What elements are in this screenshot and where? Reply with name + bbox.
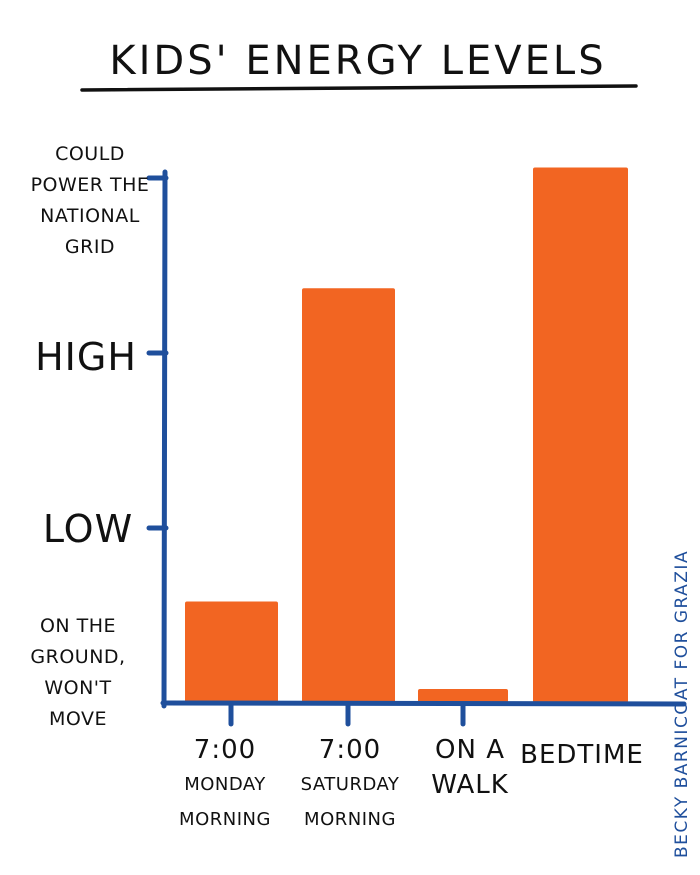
y-tick-label-1-0: HIGH [35,335,137,379]
artist-credit: BECKY BARNICOAT FOR GRAZIA [672,550,692,858]
chart-title: KIDS' ENERGY LEVELS [109,38,606,84]
x-tick-label-2-0: ON A [435,735,505,765]
title-underline [80,84,638,92]
y-tick-label-3-3: MOVE [49,708,107,730]
x-axis-ticks [228,701,466,727]
y-tick-label-3-2: WON'T [44,677,111,699]
x-axis-labels: 7:00 MONDAY MORNING 7:00 SATURDAY MORNING ON A… [179,735,644,830]
y-tick-label-0-0: COULD [55,143,125,165]
x-tick-label-0-0: 7:00 [194,735,256,765]
x-tick-label-3-0: BEDTIME [520,740,644,770]
y-tick-label-0-3: GRID [65,236,115,258]
bar-2 [418,689,508,703]
y-axis-labels: COULD POWER THE NATIONAL GRID HIGH LOW ON THE G… [30,143,149,730]
bar-0 [185,601,278,703]
y-tick-label-3-0: ON THE [40,615,116,637]
y-tick-label-3-1: GROUND, [30,646,125,668]
bar-3 [533,167,628,703]
x-tick-label-0-1: MONDAY [184,774,266,795]
x-tick-label-1-1: SATURDAY [301,774,400,795]
y-axis-line [161,169,168,709]
y-tick-label-0-1: POWER THE [31,174,150,196]
x-tick-label-0-2: MORNING [179,809,271,830]
x-tick-label-1-2: MORNING [304,809,396,830]
x-tick-label-2-1: WALK [431,770,509,800]
bar-1 [302,288,395,703]
x-axis-line [160,700,687,707]
x-tick-label-1-0: 7:00 [319,735,381,765]
y-tick-label-2-0: LOW [43,507,133,551]
y-tick-label-0-2: NATIONAL [40,205,140,227]
bars [185,167,628,703]
